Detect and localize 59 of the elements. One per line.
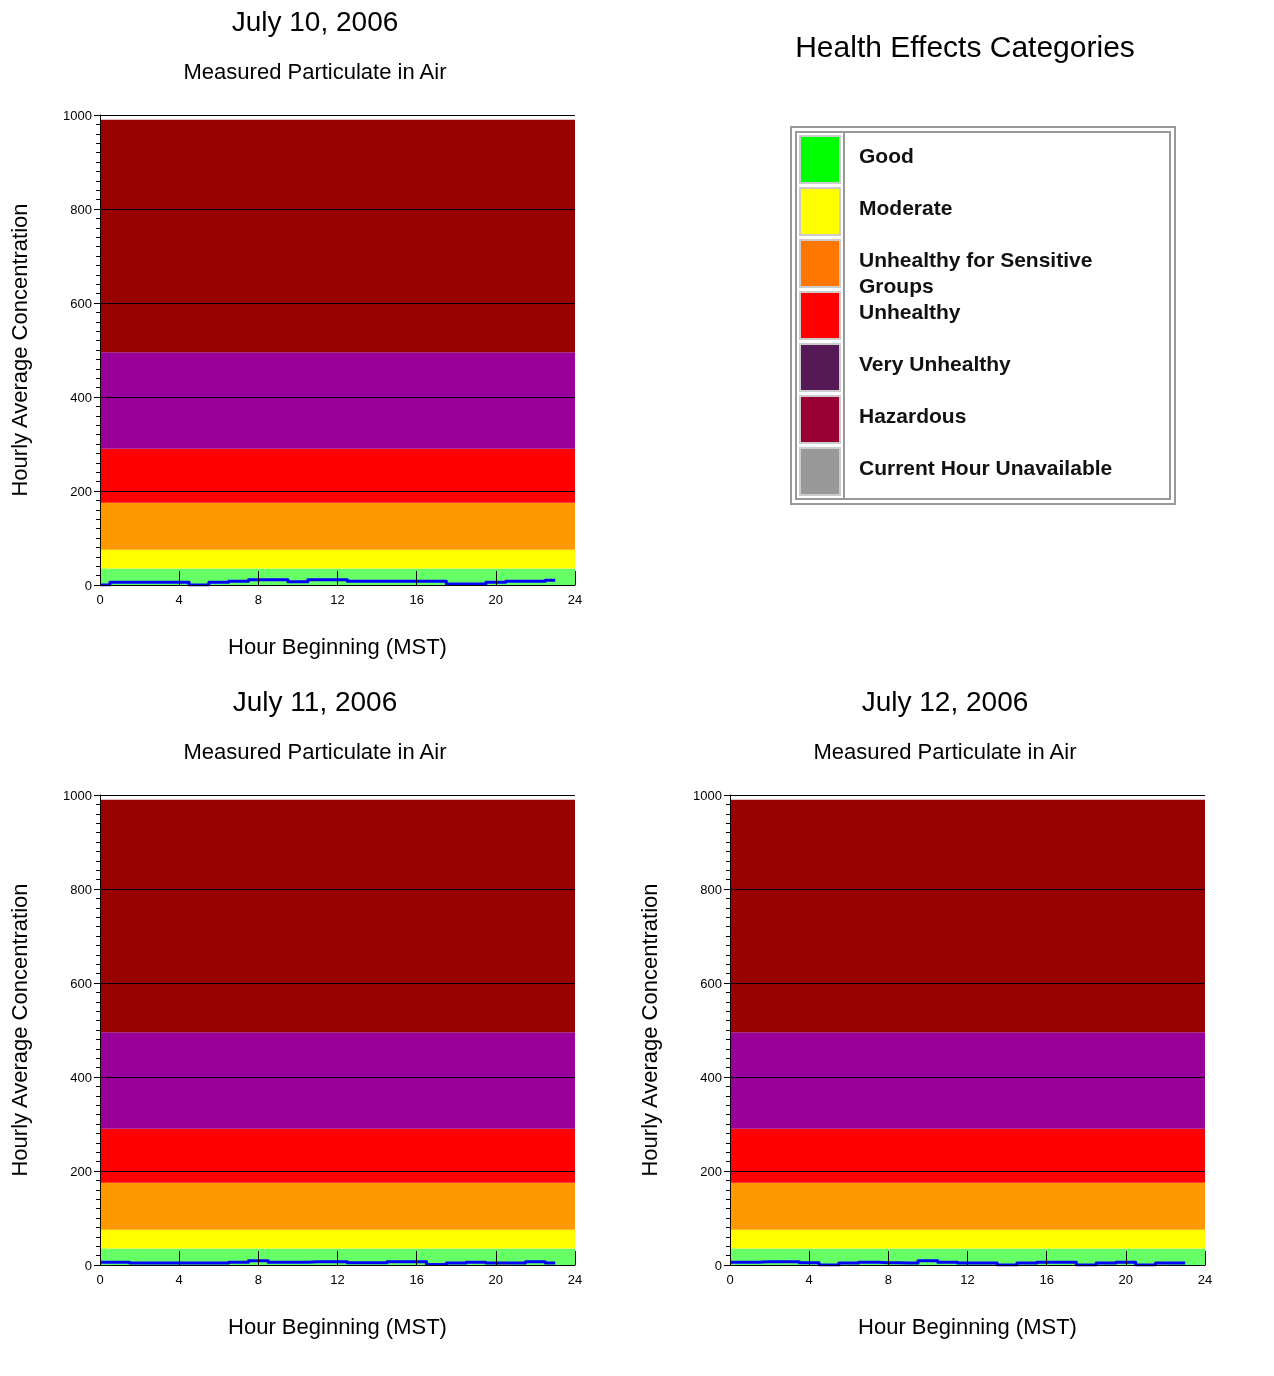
- y-tick-label: 400: [70, 389, 92, 405]
- x-axis-title: Hour Beginning (MST): [228, 1313, 447, 1339]
- text: Health Effects Categories: [794, 30, 1136, 64]
- x-tick-label: 12: [330, 1272, 345, 1287]
- x-tick-label: 20: [488, 1272, 504, 1287]
- y-axis-title: Hourly Average Concentration: [6, 883, 32, 1177]
- y-tick-label: 800: [700, 881, 722, 897]
- x-tick-label: 12: [330, 592, 345, 607]
- x-tick-label: 0: [726, 1272, 734, 1287]
- y-tick-label: 600: [70, 295, 92, 311]
- y-tick-label: 200: [700, 1163, 722, 1179]
- x-tick-label: 8: [254, 1272, 262, 1287]
- x-tick-label: 4: [175, 592, 183, 607]
- y-axis-title: Hourly Average Concentration: [6, 203, 32, 497]
- x-tick-label: 12: [960, 1272, 975, 1287]
- x-tick-label: 16: [1039, 1272, 1054, 1287]
- y-tick-label: 400: [70, 1069, 92, 1085]
- x-tick-label: 0: [96, 1272, 104, 1287]
- x-tick-label: 24: [567, 1272, 583, 1287]
- y-tick-label: 1000: [63, 107, 92, 123]
- category-label: Hazardous: [859, 403, 968, 429]
- y-tick-label: 1000: [63, 787, 92, 803]
- y-tick-label: 600: [70, 975, 92, 991]
- x-tick-label: 24: [567, 592, 583, 607]
- y-tick-label: 800: [70, 201, 92, 217]
- category-label: Very Unhealthy: [859, 351, 1012, 377]
- y-tick-label: 200: [70, 1163, 92, 1179]
- y-tick-label: 200: [70, 483, 92, 499]
- chart-subtitle: Measured Particulate in Air: [813, 738, 1077, 764]
- y-tick-label: 1000: [693, 787, 722, 803]
- y-tick-label: 0: [84, 577, 92, 593]
- category-label: Moderate: [859, 195, 954, 221]
- y-tick-label: 800: [70, 881, 92, 897]
- x-tick-label: 8: [254, 592, 262, 607]
- chart-title: July 10, 2006: [231, 5, 399, 37]
- x-tick-label: 20: [488, 592, 504, 607]
- y-tick-label: 0: [714, 1257, 722, 1273]
- x-tick-label: 24: [1197, 1272, 1213, 1287]
- x-tick-label: 20: [1118, 1272, 1134, 1287]
- x-axis-title: Hour Beginning (MST): [228, 633, 447, 659]
- y-axis-title: Hourly Average Concentration: [636, 883, 662, 1177]
- chart-subtitle: Measured Particulate in Air: [183, 58, 447, 84]
- x-tick-label: 8: [884, 1272, 892, 1287]
- category-label: Good: [859, 143, 915, 169]
- chart-subtitle: Measured Particulate in Air: [183, 738, 447, 764]
- x-tick-label: 16: [409, 1272, 424, 1287]
- y-tick-label: 400: [700, 1069, 722, 1085]
- x-tick-label: 16: [409, 592, 424, 607]
- y-tick-label: 600: [700, 975, 722, 991]
- chart-title: July 11, 2006: [232, 685, 398, 717]
- category-label: Current Hour Unavailable: [859, 455, 1114, 481]
- x-axis-title: Hour Beginning (MST): [858, 1313, 1077, 1339]
- x-tick-label: 4: [175, 1272, 183, 1287]
- x-tick-label: 4: [805, 1272, 813, 1287]
- category-label: Unhealthy: [859, 300, 961, 323]
- x-tick-label: 0: [96, 592, 104, 607]
- y-tick-label: 0: [84, 1257, 92, 1273]
- chart-title: July 12, 2006: [861, 685, 1029, 717]
- category-label: Unhealthy for Sensitive Groups: [859, 247, 1094, 297]
